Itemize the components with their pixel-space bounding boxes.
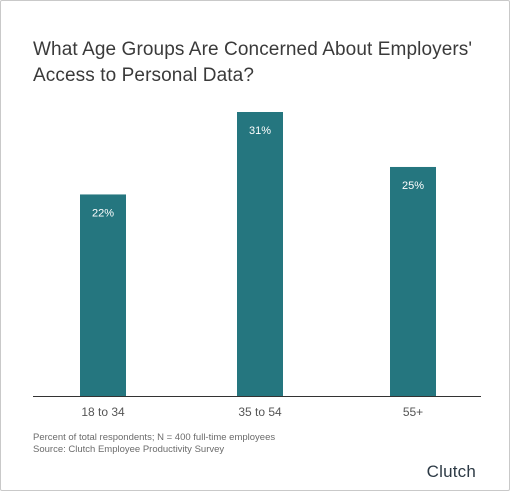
bar-value-label: 25% (402, 180, 424, 192)
chart-footnote: Percent of total respondents; N = 400 fu… (33, 432, 275, 456)
respondents-note: Percent of total respondents; N = 400 fu… (33, 432, 276, 443)
bar-35-to-54 (237, 112, 283, 396)
bar-55 (390, 166, 436, 396)
x-tick-label: 18 to 34 (81, 405, 125, 419)
x-tick-label: 35 to 54 (238, 405, 282, 419)
clutch-logo: Clutch (426, 462, 476, 481)
source-note: Source: Clutch Employee Productivity Sur… (33, 444, 225, 455)
bar-18-to-34 (80, 194, 126, 396)
bar-value-label: 31% (249, 125, 271, 137)
x-tick-label: 55+ (403, 405, 423, 419)
chart-title: What Age Groups Are Concerned About Empl… (33, 39, 473, 86)
bar-value-label: 22% (92, 207, 114, 219)
